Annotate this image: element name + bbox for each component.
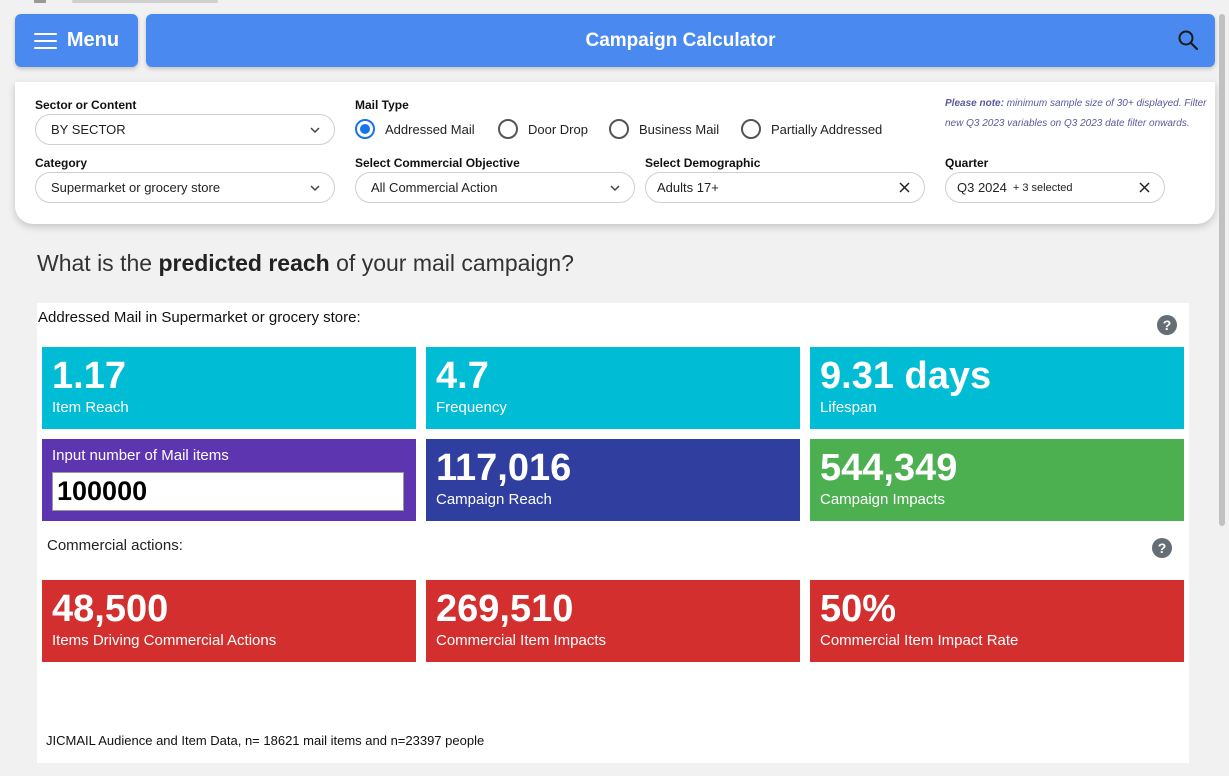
commercial-rate-value: 50% xyxy=(820,588,897,630)
close-icon[interactable] xyxy=(899,182,910,193)
objective-select[interactable]: All Commercial Action xyxy=(355,172,635,203)
radio-circle xyxy=(741,119,761,139)
hamburger-icon xyxy=(33,32,57,49)
campaign-reach-label: Campaign Reach xyxy=(436,491,552,508)
chevron-down-icon xyxy=(610,185,620,192)
note-text: minimum sample size of 30+ displayed. Fi… xyxy=(945,98,1207,129)
item-reach-value: 1.17 xyxy=(52,355,126,397)
commercial-items-value: 48,500 xyxy=(52,588,169,630)
reach-question: What is the predicted reach of your mail… xyxy=(37,250,574,277)
question-bold: predicted reach xyxy=(158,250,330,276)
commercial-rate-card: 50% Commercial Item Impact Rate xyxy=(810,580,1184,662)
quarter-value: Q3 2024 xyxy=(957,180,1007,195)
lifespan-value: 9.31 days xyxy=(820,355,992,397)
data-source-footer: JICMAIL Audience and Item Data, n= 18621… xyxy=(46,733,485,748)
radio-label: Door Drop xyxy=(528,121,588,137)
category-value: Supermarket or grocery store xyxy=(51,180,221,195)
sector-select[interactable]: BY SECTOR xyxy=(35,114,335,145)
page-title: Campaign Calculator xyxy=(585,29,776,51)
radio-partially-addressed[interactable]: Partially Addressed xyxy=(741,119,882,139)
close-icon[interactable] xyxy=(1139,182,1150,193)
radio-circle xyxy=(609,119,629,139)
demographic-select[interactable]: Adults 17+ xyxy=(645,172,925,203)
results-panel: Addressed Mail in Supermarket or grocery… xyxy=(37,303,1189,763)
radio-label: Partially Addressed xyxy=(771,121,883,137)
page-scrollbar[interactable] xyxy=(1215,14,1229,776)
sample-note: Please note: minimum sample size of 30+ … xyxy=(945,94,1207,134)
campaign-reach-value: 117,016 xyxy=(436,447,572,489)
demographic-value: Adults 17+ xyxy=(657,180,719,195)
strip-mark xyxy=(34,0,46,3)
help-icon[interactable]: ? xyxy=(1152,538,1172,558)
commercial-impacts-value: 269,510 xyxy=(436,588,574,630)
commercial-rate-label: Commercial Item Impact Rate xyxy=(820,632,1019,649)
commercial-items-card: 48,500 Items Driving Commercial Actions xyxy=(42,580,416,662)
lifespan-label: Lifespan xyxy=(820,399,877,416)
menu-button[interactable]: Menu xyxy=(15,14,138,67)
search-icon[interactable] xyxy=(1177,29,1199,51)
radio-label: Addressed Mail xyxy=(385,121,475,137)
category-label: Category xyxy=(35,156,88,170)
commercial-impacts-card: 269,510 Commercial Item Impacts xyxy=(426,580,800,662)
category-select[interactable]: Supermarket or grocery store xyxy=(35,172,335,203)
top-browser-strip xyxy=(0,0,1229,6)
title-bar: Campaign Calculator xyxy=(146,14,1215,67)
results-subtitle: Addressed Mail in Supermarket or grocery… xyxy=(38,309,361,326)
frequency-card: 4.7 Frequency xyxy=(426,347,800,429)
campaign-reach-card: 117,016 Campaign Reach xyxy=(426,439,800,521)
scrollbar-thumb[interactable] xyxy=(1219,14,1225,526)
radio-business-mail[interactable]: Business Mail xyxy=(609,119,719,139)
commercial-items-label: Items Driving Commercial Actions xyxy=(52,632,277,649)
radio-circle xyxy=(498,119,518,139)
quarter-extra: + 3 selected xyxy=(1012,181,1073,194)
question-post: of your mail campaign? xyxy=(329,250,574,276)
lifespan-card: 9.31 days Lifespan xyxy=(810,347,1184,429)
item-reach-label: Item Reach xyxy=(52,399,129,416)
demographic-label: Select Demographic xyxy=(645,156,761,170)
mail-items-input-card: Input number of Mail items xyxy=(42,439,416,521)
note-bold: Please note: xyxy=(945,98,1004,109)
radio-label: Business Mail xyxy=(639,121,720,137)
frequency-value: 4.7 xyxy=(436,355,489,397)
campaign-impacts-value: 544,349 xyxy=(820,447,958,489)
campaign-impacts-card: 544,349 Campaign Impacts xyxy=(810,439,1184,521)
chevron-down-icon xyxy=(310,185,320,192)
sector-label: Sector or Content xyxy=(35,98,137,112)
strip-tab xyxy=(72,0,218,3)
item-reach-card: 1.17 Item Reach xyxy=(42,347,416,429)
radio-door-drop[interactable]: Door Drop xyxy=(498,119,588,139)
filter-panel: Sector or Content BY SECTOR Mail Type Ad… xyxy=(15,82,1215,224)
mail-type-label: Mail Type xyxy=(355,98,409,112)
mail-items-input[interactable] xyxy=(52,472,404,511)
radio-addressed-mail[interactable]: Addressed Mail xyxy=(355,119,475,139)
sector-value: BY SECTOR xyxy=(51,122,126,137)
campaign-impacts-label: Campaign Impacts xyxy=(820,491,946,508)
quarter-select[interactable]: Q3 2024 + 3 selected xyxy=(945,172,1165,203)
objective-value: All Commercial Action xyxy=(371,180,498,195)
radio-circle-selected xyxy=(355,119,375,139)
quarter-label: Quarter xyxy=(945,156,989,170)
mail-items-input-label: Input number of Mail items xyxy=(52,447,229,464)
help-icon[interactable]: ? xyxy=(1157,315,1177,335)
chevron-down-icon xyxy=(310,127,320,134)
menu-button-label: Menu xyxy=(66,29,120,51)
objective-label: Select Commercial Objective xyxy=(355,156,520,170)
question-pre: What is the xyxy=(37,250,159,276)
commercial-actions-label: Commercial actions: xyxy=(47,537,183,554)
commercial-impacts-label: Commercial Item Impacts xyxy=(436,632,607,649)
frequency-label: Frequency xyxy=(436,399,507,416)
